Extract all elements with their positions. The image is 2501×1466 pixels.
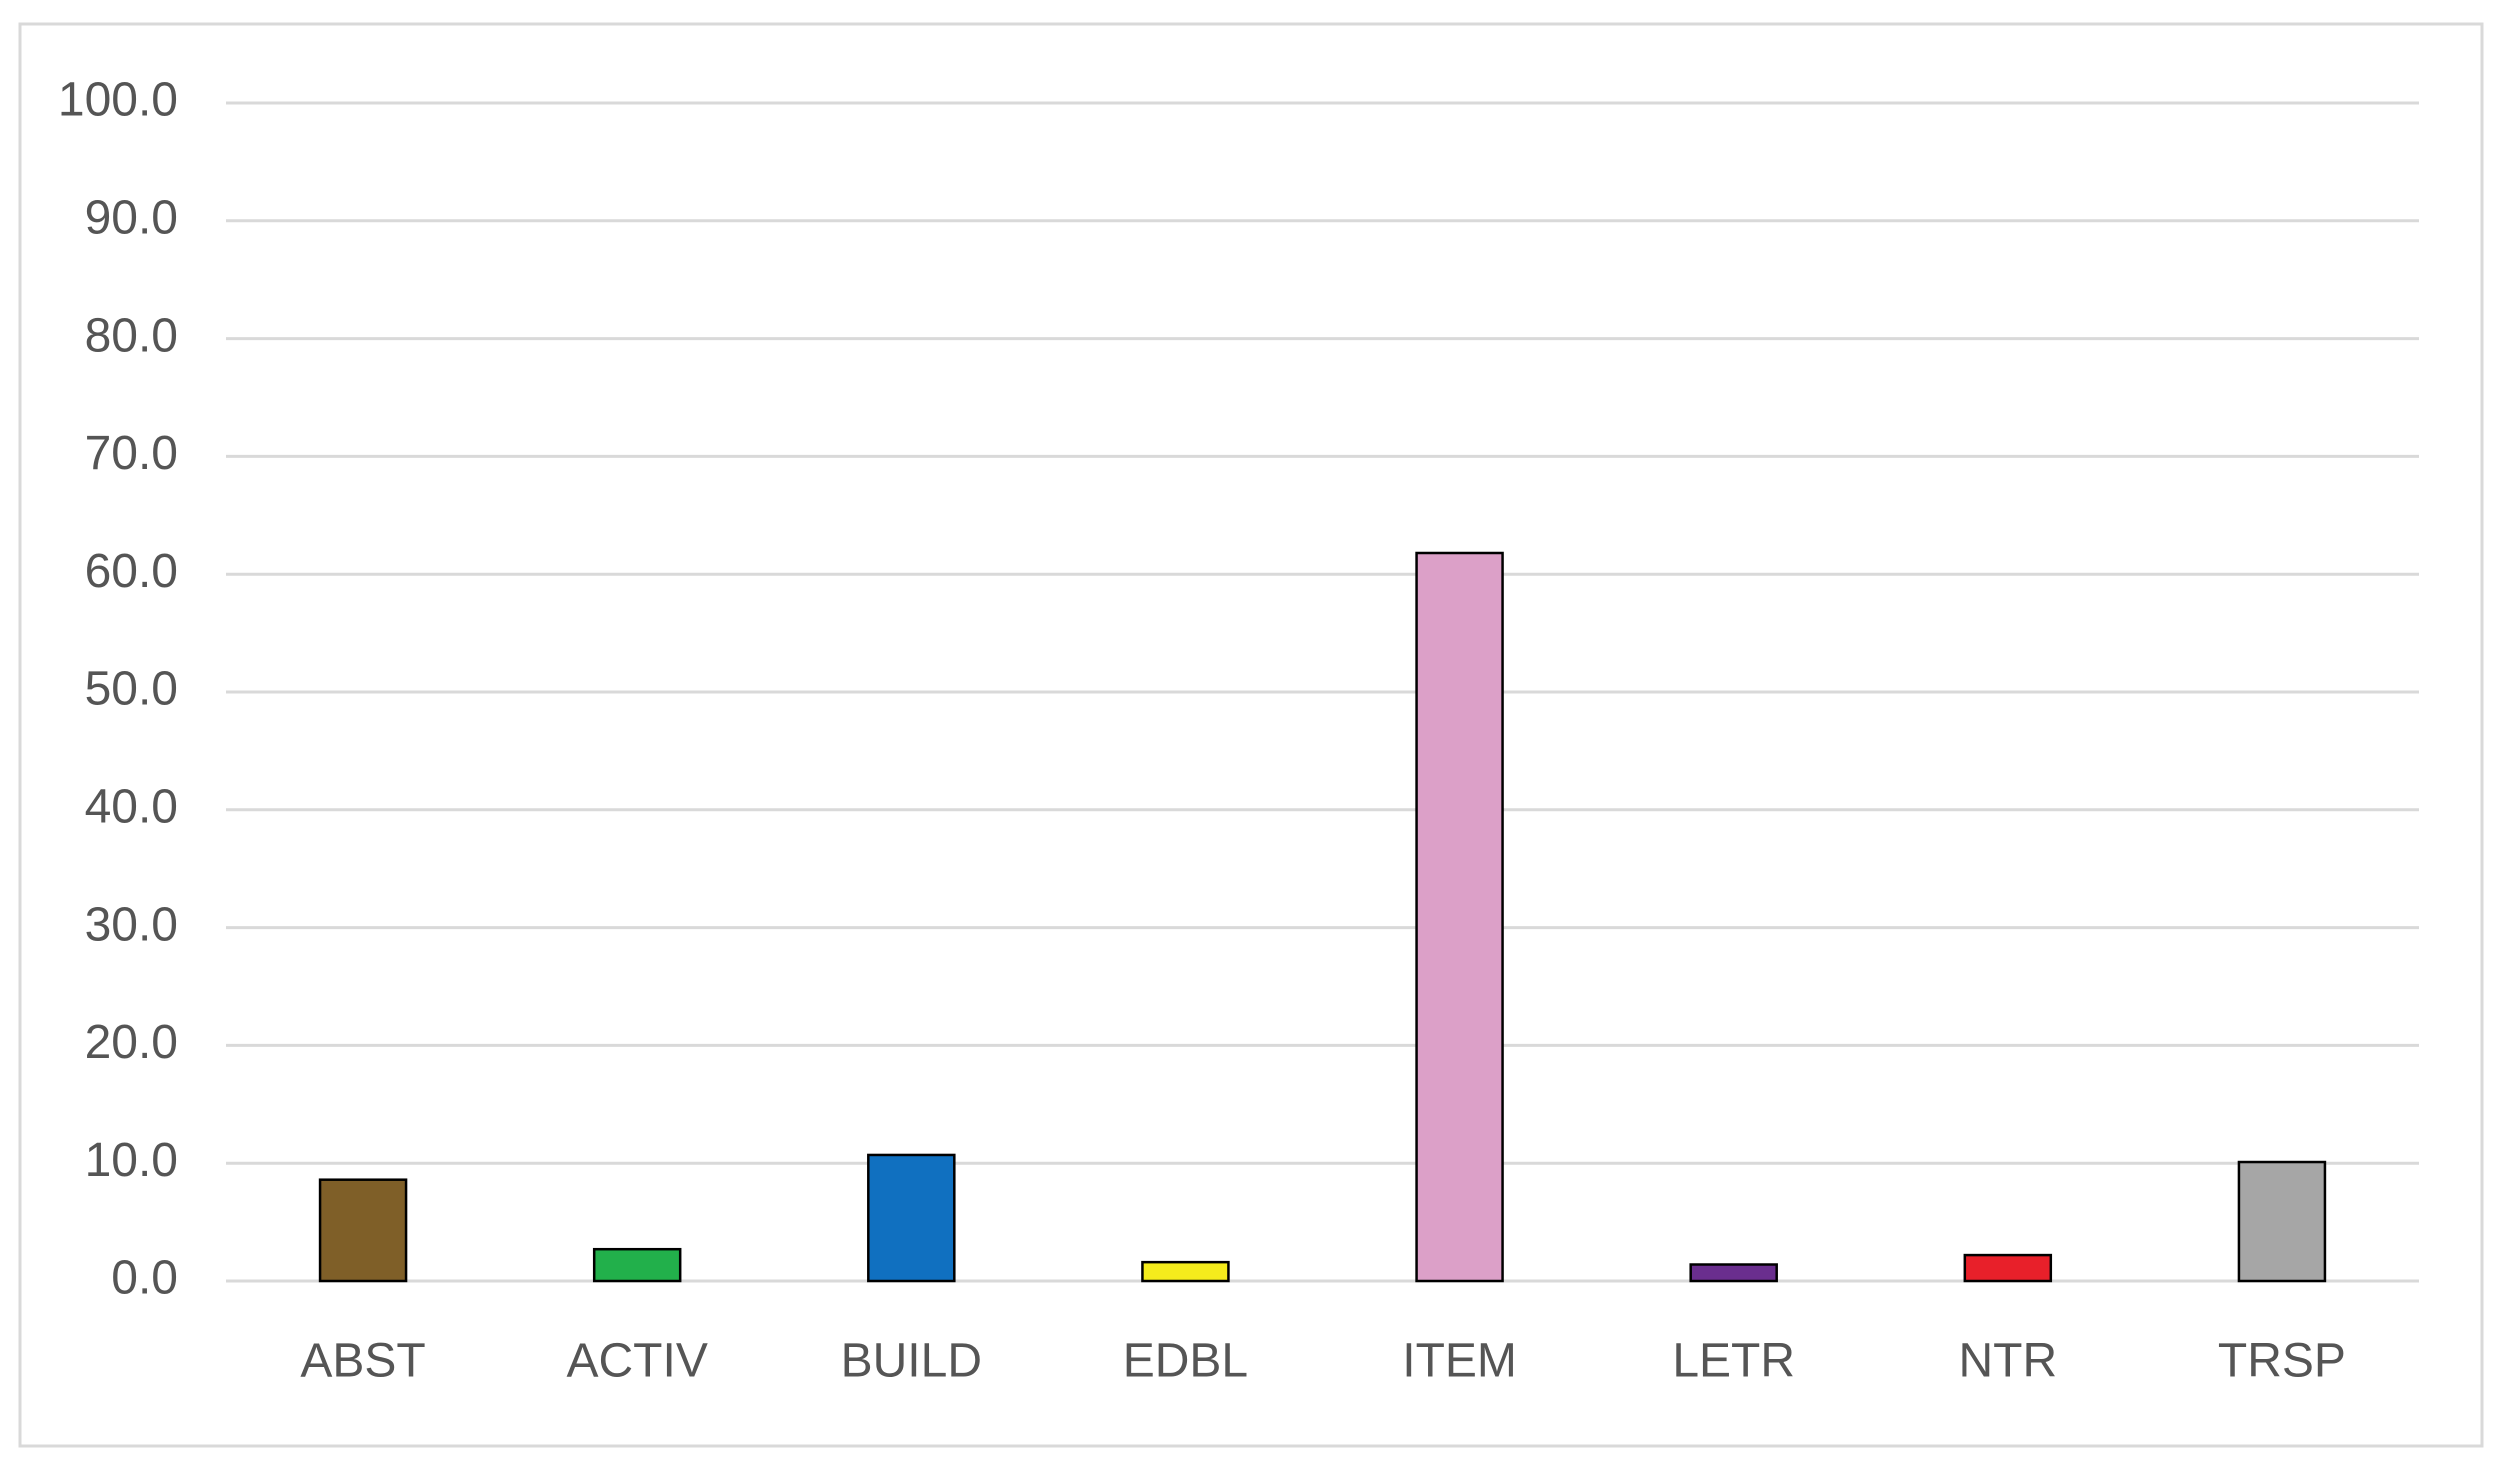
bar [318, 1178, 408, 1283]
x-tick-label: BUILD [841, 1335, 982, 1388]
bar [867, 1153, 956, 1283]
y-tick-label: 0.0 [111, 1252, 178, 1305]
chart-frame [18, 22, 2484, 1448]
y-tick-label: 60.0 [85, 545, 178, 598]
y-tick-label: 90.0 [85, 191, 178, 244]
x-tick-label: EDBL [1123, 1335, 1248, 1388]
y-tick-label: 40.0 [85, 780, 178, 833]
x-tick-label: NTR [1958, 1335, 2057, 1388]
bar [1141, 1260, 1230, 1283]
y-tick-label: 10.0 [85, 1134, 178, 1187]
x-tick-label: ACTIV [567, 1335, 708, 1388]
y-tick-label: 70.0 [85, 427, 178, 480]
x-tick-label: ITEM [1402, 1335, 1517, 1388]
y-tick-label: 100.0 [58, 74, 178, 127]
x-tick-label: LETR [1672, 1335, 1795, 1388]
y-tick-label: 30.0 [85, 898, 178, 951]
bar [1689, 1263, 1778, 1283]
y-tick-label: 80.0 [85, 309, 178, 362]
bar [2237, 1160, 2327, 1283]
x-tick-label: ABST [300, 1335, 425, 1388]
bar [592, 1247, 682, 1283]
bar [1415, 551, 1504, 1283]
x-tick-label: TRSP [2218, 1335, 2346, 1388]
y-tick-label: 20.0 [85, 1016, 178, 1069]
bar [1963, 1253, 2053, 1283]
y-tick-label: 50.0 [85, 663, 178, 716]
